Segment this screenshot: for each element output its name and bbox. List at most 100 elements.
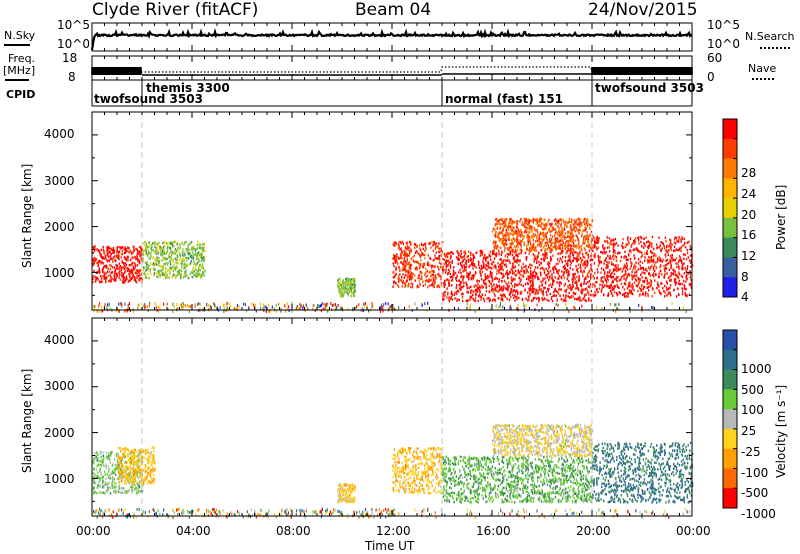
scatter-cell <box>591 237 593 240</box>
scatter-cell <box>456 256 458 259</box>
scatter-cell <box>605 279 608 283</box>
scatter-cell <box>503 285 505 288</box>
scatter-cell <box>529 219 531 222</box>
scatter-cell <box>446 296 448 299</box>
scatter-cell <box>196 303 199 306</box>
scatter-cell <box>509 219 512 222</box>
scatter-cell <box>558 231 560 234</box>
scatter-cell <box>603 276 605 279</box>
scatter-cell <box>570 225 572 228</box>
scatter-cell <box>503 249 506 252</box>
scatter-cell <box>462 270 464 273</box>
scatter-cell <box>647 282 649 285</box>
scatter-cell <box>482 266 484 269</box>
scatter-cell <box>511 253 514 257</box>
scatter-cell <box>463 250 465 254</box>
scatter-cell <box>157 250 160 254</box>
scatter-cell <box>191 246 193 249</box>
scatter-cell <box>512 290 514 293</box>
scatter-cell <box>371 305 373 308</box>
scatter-cell <box>403 265 405 269</box>
scatter-cell <box>534 246 537 250</box>
scatter-cell <box>177 270 180 273</box>
scatter-cell <box>187 257 190 260</box>
scatter-cell <box>180 258 183 261</box>
scatter-cell <box>517 269 519 272</box>
scatter-cell <box>404 284 407 287</box>
scatter-cell <box>569 253 571 256</box>
scatter-cell <box>171 241 173 245</box>
scatter-cell <box>539 218 542 221</box>
scatter-cell <box>541 222 543 225</box>
scatter-cell <box>479 295 482 298</box>
scatter-cell <box>97 262 99 265</box>
scatter-cell <box>451 298 454 301</box>
scatter-cell <box>586 287 588 290</box>
scatter-cell <box>121 467 123 471</box>
scatter-cell <box>476 288 478 291</box>
scatter-cell <box>124 262 126 265</box>
scatter-cell <box>312 304 314 308</box>
scatter-cell <box>539 241 541 245</box>
scatter-cell <box>420 243 423 246</box>
scatter-cell <box>461 299 464 303</box>
scatter-cell <box>138 482 140 485</box>
scatter-cell <box>393 259 396 262</box>
scatter-cell <box>496 269 498 272</box>
scatter-cell <box>685 277 688 280</box>
scatter-cell <box>578 295 581 299</box>
scatter-cell <box>474 299 477 302</box>
scatter-cell <box>557 247 559 250</box>
scatter-cell <box>577 244 579 247</box>
scatter-cell <box>140 256 142 260</box>
scatter-cell <box>566 271 568 274</box>
scatter-cell <box>184 270 186 273</box>
scatter-cell <box>580 224 582 227</box>
scatter-cell <box>555 241 557 244</box>
scatter-cell <box>131 256 133 259</box>
scatter-cell <box>200 275 202 278</box>
scatter-cell <box>578 231 580 235</box>
scatter-cell <box>562 228 564 232</box>
scatter-cell <box>488 297 490 300</box>
scatter-cell <box>669 254 672 258</box>
scatter-cell <box>414 246 416 250</box>
scatter-cell <box>547 289 549 292</box>
scatter-cell <box>637 283 640 286</box>
scatter-cell <box>560 236 562 240</box>
scatter-cell <box>515 250 517 253</box>
scatter-cell <box>135 270 138 273</box>
scatter-cell <box>176 266 179 269</box>
scatter-cell <box>651 260 653 263</box>
scatter-cell <box>403 257 406 260</box>
scatter-cell <box>521 234 524 237</box>
scatter-cell <box>124 270 126 274</box>
scatter-cell <box>391 309 393 313</box>
scatter-cell <box>547 287 549 291</box>
scatter-cell <box>153 263 155 266</box>
scatter-cell <box>100 472 102 475</box>
scatter-cell <box>395 268 397 272</box>
scatter-cell <box>530 279 532 283</box>
scatter-cell <box>555 230 557 233</box>
scatter-cell <box>527 295 530 299</box>
scatter-cell <box>597 254 599 258</box>
scatter-cell <box>132 265 134 268</box>
scatter-cell <box>493 240 495 243</box>
scatter-cell <box>196 252 198 256</box>
scatter-cell <box>194 274 196 277</box>
scatter-cell <box>128 264 131 267</box>
scatter-cell <box>504 238 506 242</box>
scatter-cell <box>128 272 130 276</box>
scatter-cell <box>181 260 183 263</box>
scatter-cell <box>527 230 529 234</box>
scatter-cell <box>454 271 457 275</box>
scatter-cell <box>553 290 555 294</box>
scatter-cell <box>424 273 426 276</box>
scatter-cell <box>115 466 117 469</box>
scatter-cell <box>408 246 411 249</box>
scatter-cell <box>639 287 642 291</box>
scatter-cell <box>567 285 569 288</box>
scatter-cell <box>94 482 97 485</box>
scatter-cell <box>579 299 581 302</box>
